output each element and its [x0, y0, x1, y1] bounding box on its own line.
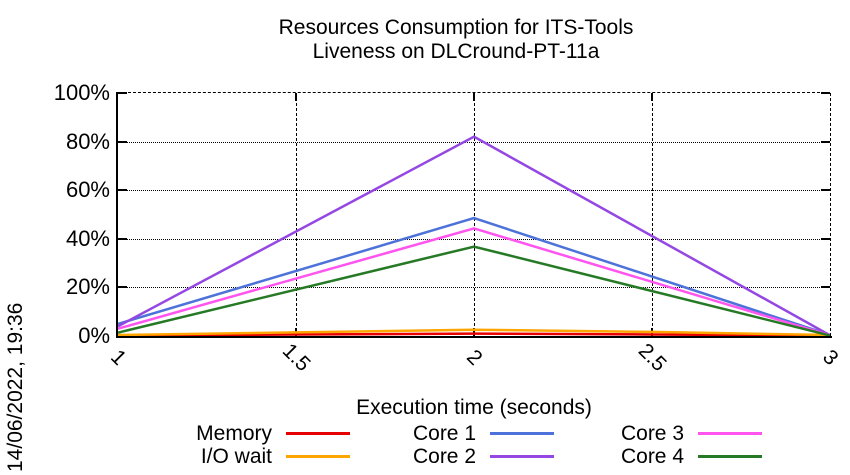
- y-tick-label: 0%: [78, 323, 110, 348]
- y-tick-label: 20%: [65, 274, 110, 300]
- legend-label-core-3: Core 3: [620, 422, 684, 445]
- series-line-core-3: [118, 227, 830, 336]
- y-tick-label: 100%: [53, 80, 110, 105]
- chart-title: Resources Consumption for ITS-Tools Live…: [100, 16, 812, 64]
- chart-title-line2: Liveness on DLCround-PT-11a: [312, 40, 600, 63]
- y-tick-mark-right: [821, 140, 830, 143]
- legend-label-i-o-wait: I/O wait: [200, 445, 272, 468]
- x-axis-line: [116, 336, 832, 338]
- series-line-core-2: [118, 135, 830, 336]
- legend-swatch-core-1: [490, 432, 554, 435]
- legend-swatch-memory: [286, 432, 350, 435]
- x-gridline: [296, 93, 297, 336]
- chart-title-line1: Resources Consumption for ITS-Tools: [278, 16, 634, 39]
- x-tick-mark-top: [473, 93, 475, 101]
- y-tick-mark-left: [118, 189, 127, 192]
- y-tick-mark-right: [821, 286, 830, 289]
- series-line-core-1: [118, 216, 830, 336]
- y-tick-mark-right: [821, 189, 830, 192]
- legend-swatch-core-2: [490, 455, 554, 458]
- plot-border-top: [118, 92, 830, 93]
- y-tick-label: 60%: [65, 177, 110, 203]
- y-axis-line: [116, 92, 118, 338]
- y-tick-mark-left: [118, 92, 127, 94]
- y-tick-mark-right: [821, 237, 830, 240]
- y-tick-mark-left: [118, 237, 127, 240]
- legend-label-memory: Memory: [196, 422, 272, 445]
- x-tick-mark-top: [295, 93, 297, 101]
- series-lines: [118, 135, 830, 336]
- legend-label-core-4: Core 4: [620, 445, 684, 468]
- legend-swatch-core-4: [698, 455, 762, 458]
- series-line-core-4: [118, 245, 830, 336]
- y-tick-mark-left: [118, 286, 127, 289]
- x-tick-mark-top: [651, 93, 653, 101]
- y-tick-mark-right: [821, 92, 830, 94]
- y-tick-label: 80%: [65, 128, 110, 154]
- legend-swatch-i-o-wait: [286, 455, 350, 458]
- y-tick-mark-left: [118, 140, 127, 143]
- legend-label-core-2: Core 2: [412, 445, 476, 468]
- x-gridline: [652, 93, 653, 336]
- x-axis-label: Execution time (seconds): [356, 396, 592, 419]
- x-tick-mark-bottom: [473, 328, 475, 336]
- series-line-memory: [118, 332, 830, 336]
- legend-swatch-core-3: [698, 432, 762, 435]
- legend-label-core-1: Core 1: [412, 422, 476, 445]
- series-line-i-o-wait: [118, 328, 830, 336]
- y-tick-label: 40%: [65, 225, 110, 251]
- x-gridline: [474, 93, 475, 336]
- plot-border-right: [830, 93, 831, 336]
